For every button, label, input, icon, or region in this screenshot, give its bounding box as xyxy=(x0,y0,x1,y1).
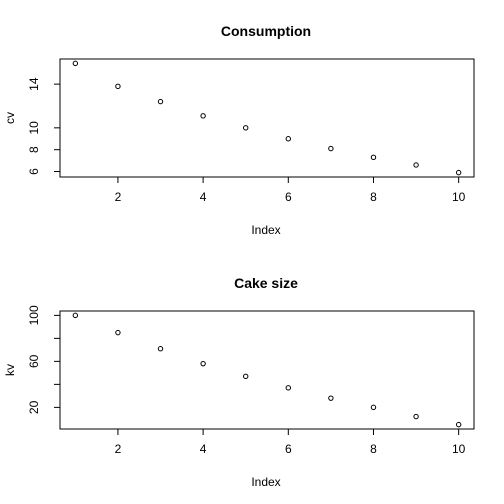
x-tick-label: 10 xyxy=(452,442,466,456)
x-tick-label: 8 xyxy=(370,190,377,204)
data-point xyxy=(200,113,206,119)
data-point xyxy=(455,421,462,428)
data-point xyxy=(157,346,164,352)
data-point xyxy=(72,60,79,67)
data-point xyxy=(115,83,121,90)
data-point xyxy=(328,145,334,152)
data-point xyxy=(370,404,377,411)
y-tick-label: 60 xyxy=(27,354,41,368)
consumption-panel: Consumption 2 4 6 8 10 6 8 10 14 Index cv xyxy=(3,23,475,237)
data-point xyxy=(370,154,377,161)
chart-title: Consumption xyxy=(221,23,311,39)
data-point xyxy=(285,385,291,391)
y-tick-label: 100 xyxy=(27,305,41,325)
data-point xyxy=(200,360,206,367)
data-point xyxy=(115,329,121,336)
plot-frame xyxy=(59,310,475,430)
data-point xyxy=(328,395,334,401)
plot-frame xyxy=(59,58,475,178)
x-tick-label: 6 xyxy=(285,190,292,204)
data-point xyxy=(72,312,79,319)
data-points xyxy=(72,312,462,428)
x-tick-label: 10 xyxy=(452,190,466,204)
x-axis: 2 4 6 8 10 xyxy=(115,429,466,456)
x-axis-label: Index xyxy=(251,223,280,237)
data-point xyxy=(243,373,249,380)
data-point xyxy=(157,98,164,105)
y-tick-label: 14 xyxy=(27,77,41,91)
cake-size-panel: Cake size 2 4 6 8 10 20 60 100 Index kv xyxy=(3,275,475,489)
data-point xyxy=(243,125,249,131)
y-tick-label: 10 xyxy=(27,121,41,135)
data-point xyxy=(413,413,419,420)
x-axis-label: Index xyxy=(251,475,280,489)
y-axis-label: cv xyxy=(3,112,17,124)
data-point xyxy=(455,169,462,176)
x-tick-label: 6 xyxy=(285,442,292,456)
x-tick-label: 8 xyxy=(370,442,377,456)
data-points xyxy=(72,60,462,176)
x-tick-label: 2 xyxy=(115,190,122,204)
y-tick-label: 6 xyxy=(27,168,41,175)
y-axis: 20 60 100 xyxy=(27,305,60,414)
data-point xyxy=(285,136,291,142)
data-point xyxy=(413,162,419,168)
x-axis: 2 4 6 8 10 xyxy=(115,177,466,204)
x-tick-label: 4 xyxy=(200,190,207,204)
chart-title: Cake size xyxy=(234,275,298,291)
y-axis-label: kv xyxy=(3,364,17,376)
y-tick-label: 20 xyxy=(27,400,41,414)
y-axis: 6 8 10 14 xyxy=(27,77,60,175)
x-tick-label: 2 xyxy=(115,442,122,456)
x-tick-label: 4 xyxy=(200,442,207,456)
y-tick-label: 8 xyxy=(27,146,41,153)
